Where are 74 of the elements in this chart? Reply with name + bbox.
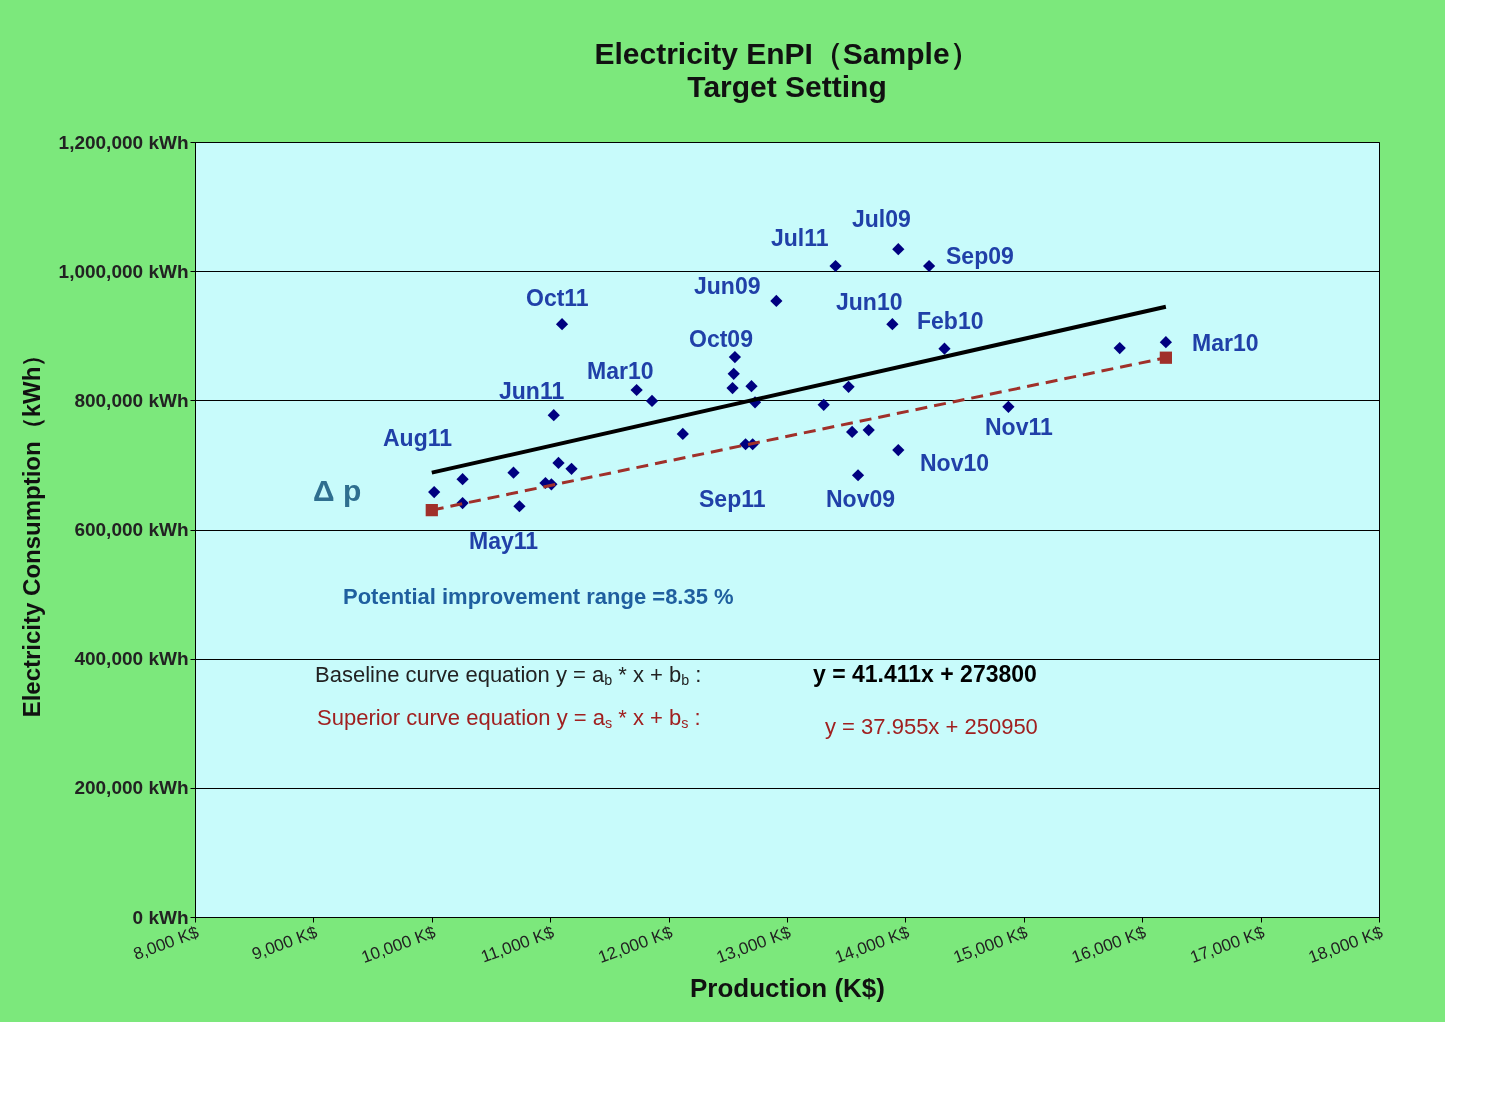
point <box>851 469 865 482</box>
annotation: Oct09 <box>689 326 753 352</box>
annotation: Jun11 <box>499 378 565 404</box>
y-tick-label: 400,000 kWh <box>74 648 189 670</box>
point <box>513 500 526 513</box>
point <box>886 318 899 331</box>
point <box>770 294 783 307</box>
point <box>507 466 520 479</box>
annotation: Oct11 <box>526 285 589 311</box>
y-tick-label: 600,000 kWh <box>74 519 189 540</box>
y-tick-label: 0 kWh <box>132 906 189 928</box>
point <box>425 504 438 517</box>
annotation: May11 <box>469 528 539 554</box>
annotation: Jul11 <box>771 225 829 251</box>
x-tick-label: 16,000 K$ <box>1069 922 1150 967</box>
annotation: y = 37.955x + 250950 <box>825 714 1038 739</box>
annotation: Potential improvement range =8.35 % <box>343 584 734 609</box>
x-tick-label: 12,000 K$ <box>595 922 676 967</box>
annotation: Nov10 <box>920 450 990 476</box>
annotation: Nov11 <box>985 414 1053 440</box>
point <box>862 423 875 437</box>
point <box>745 380 758 393</box>
x-axis-title: Production (K$) <box>690 973 885 1004</box>
y-tick-label: 1,200,000 kWh <box>58 131 189 153</box>
y-tick-label: 1,000,000 kWh <box>58 260 189 282</box>
point <box>1002 400 1015 413</box>
annotation: Jun10 <box>836 289 903 315</box>
annotation: Δ p <box>313 474 362 507</box>
point <box>1113 341 1126 355</box>
annotation: Aug11 <box>383 425 453 451</box>
point <box>829 259 842 273</box>
point <box>842 380 855 393</box>
x-tick-label: 10,000 K$ <box>358 922 439 967</box>
y-axis-title: Electricity Consumption（kWh） <box>17 342 45 718</box>
annotation: Feb10 <box>917 308 984 334</box>
point <box>1159 336 1172 349</box>
point <box>676 427 689 441</box>
point <box>846 425 859 439</box>
annotation: Sep09 <box>946 243 1014 269</box>
annotation: Jul09 <box>852 206 911 232</box>
x-tick-label: 18,000 K$ <box>1305 922 1386 967</box>
annotation: Nov09 <box>826 486 896 512</box>
point <box>726 381 739 395</box>
chart-title: Electricity EnPI（Sample） <box>594 37 980 70</box>
point <box>1159 351 1172 364</box>
annotation: Jun09 <box>694 273 761 299</box>
point <box>727 367 740 380</box>
x-tick-label: 15,000 K$ <box>950 922 1031 967</box>
annotation: y = 41.411x + 273800 <box>813 661 1037 687</box>
annotation: Mar10 <box>587 358 654 384</box>
point <box>565 462 578 475</box>
point <box>552 456 565 470</box>
chart-subtitle: Target Setting <box>687 70 887 103</box>
point <box>645 394 659 408</box>
point <box>892 243 905 256</box>
point <box>456 473 469 486</box>
annotation: Sep11 <box>699 486 766 512</box>
point <box>547 409 560 422</box>
point <box>938 342 951 355</box>
x-tick-label: 14,000 K$ <box>832 922 913 967</box>
point <box>555 318 569 331</box>
point <box>892 443 905 457</box>
annotation: Mar10 <box>1192 330 1259 356</box>
point <box>630 383 643 397</box>
y-tick-label: 200,000 kWh <box>74 777 189 799</box>
point <box>922 259 936 273</box>
point <box>728 350 742 364</box>
x-tick-label: 13,000 K$ <box>713 922 794 967</box>
x-tick-label: 11,000 K$ <box>478 922 558 967</box>
point <box>817 398 830 411</box>
point <box>428 485 441 499</box>
x-tick-label: 17,000 K$ <box>1187 922 1268 967</box>
x-tick-label: 9,000 K$ <box>249 922 321 964</box>
y-tick-label: 800,000 kWh <box>74 389 189 411</box>
